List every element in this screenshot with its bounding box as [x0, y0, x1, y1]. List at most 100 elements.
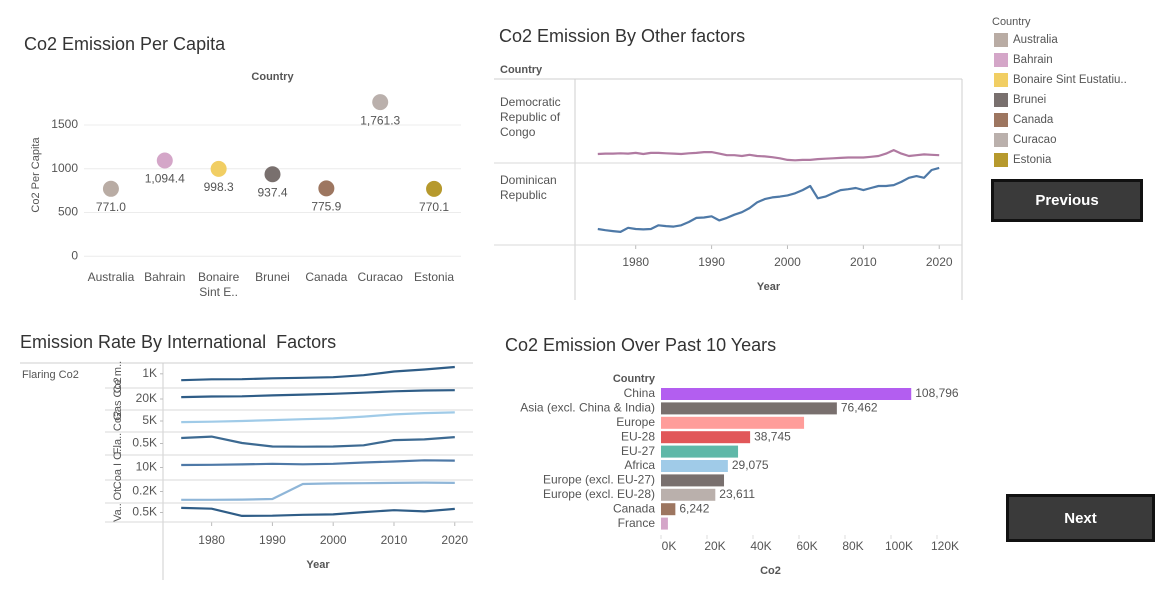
row-label: Fla..	[112, 433, 124, 454]
row-label: Gas Co2	[112, 377, 124, 420]
x-tick-label: 120K	[931, 539, 959, 553]
value-label: 937.4	[257, 185, 287, 199]
legend-label: Bonaire Sint Eustatiu..	[1013, 74, 1127, 86]
x-tick-label: Australia	[87, 270, 135, 284]
legend-title: Country	[992, 16, 1031, 28]
x-axis-title: Co2	[760, 565, 781, 577]
line	[181, 389, 455, 399]
x-tick-label: 2010	[381, 533, 408, 547]
value-label: 38,745	[754, 429, 791, 443]
x-tick-label: 80K	[842, 539, 863, 553]
legend-label: Estonia	[1013, 154, 1052, 166]
x-tick-label: Bonaire Sint E..	[197, 270, 240, 299]
y-axis-title: Co2 Per Capita	[30, 137, 42, 213]
bar	[661, 445, 739, 458]
category-label: Europe	[616, 415, 655, 429]
bar	[661, 402, 837, 415]
category-label: Asia (excl. China & India)	[520, 401, 655, 415]
line	[181, 481, 455, 501]
value-label: 770.1	[419, 200, 449, 214]
y-tick-label: 5K	[142, 413, 157, 427]
value-label: 771.0	[96, 200, 126, 214]
line	[181, 411, 455, 424]
row-label: Coa I C..	[112, 446, 124, 489]
category-label: EU-28	[621, 429, 655, 443]
dot	[264, 166, 281, 183]
category-label: France	[618, 516, 656, 530]
value-label: 6,242	[679, 501, 709, 515]
row-label: Dominican Republic	[500, 173, 557, 202]
line	[181, 459, 455, 467]
bar	[661, 388, 912, 400]
x-tick-label: 60K	[796, 539, 817, 553]
value-label: 76,462	[841, 401, 878, 415]
legend-label: Canada	[1013, 114, 1054, 126]
value-label: 775.9	[311, 200, 341, 214]
row-label: Democratic Republic of Congo	[500, 95, 561, 139]
bar	[661, 474, 725, 487]
line	[181, 506, 455, 517]
value-label: 1,094.4	[145, 172, 185, 186]
x-tick-label: 2010	[850, 255, 877, 269]
legend-label: Australia	[1013, 34, 1058, 46]
previous-button[interactable]: Previous	[991, 179, 1143, 222]
legend-swatch	[994, 73, 1008, 87]
chart-title: Co2 Emission Per Capita	[24, 34, 226, 54]
y-tick-label: 0.5K	[132, 436, 157, 450]
y-tick-label: 0.5K	[132, 505, 157, 519]
y-tick-label: 0	[71, 248, 78, 262]
value-label: 108,796	[915, 386, 959, 400]
legend-swatch	[994, 93, 1008, 107]
dot	[426, 180, 443, 197]
bar	[661, 517, 668, 530]
value-label: 1,761.3	[360, 113, 400, 127]
x-tick-label: 0K	[662, 539, 677, 553]
x-tick-label: Canada	[305, 270, 348, 284]
y-tick-label: 0.2K	[132, 484, 157, 498]
x-tick-label: 2020	[926, 255, 953, 269]
chart-title: Co2 Emission Over Past 10 Years	[505, 335, 776, 355]
x-tick-label: 2000	[320, 533, 347, 547]
line	[181, 365, 455, 382]
dot	[210, 160, 227, 177]
row-label: Va..	[112, 503, 124, 522]
dot	[318, 180, 335, 197]
x-tick-label: Estonia	[414, 270, 455, 284]
y-tick-label: 20K	[136, 391, 157, 405]
chart-title: Emission Rate By International Factors	[20, 332, 336, 352]
bar	[661, 503, 676, 516]
line	[597, 166, 940, 233]
row-label: Co2	[112, 411, 124, 431]
bar	[661, 460, 728, 472]
legend-label: Curacao	[1013, 134, 1056, 146]
y-tick-label: 1500	[51, 117, 78, 131]
x-tick-label: 2000	[774, 255, 801, 269]
x-axis-title: Year	[306, 559, 330, 571]
legend-label: Brunei	[1013, 94, 1046, 106]
legend-swatch	[994, 133, 1008, 147]
x-tick-label: 2020	[441, 533, 468, 547]
y-tick-label: 1000	[51, 161, 78, 175]
category-label: EU-27	[621, 444, 655, 458]
category-label: Africa	[624, 458, 655, 472]
row-label: Ot..	[112, 483, 124, 501]
legend-swatch	[994, 53, 1008, 67]
column-header: Country	[613, 373, 656, 385]
value-label: 29,075	[732, 458, 769, 472]
x-tick-label: 1990	[259, 533, 286, 547]
category-label: Canada	[613, 501, 655, 515]
value-label: 998.3	[204, 180, 234, 194]
bar	[661, 431, 751, 444]
dot	[102, 180, 119, 197]
y-tick-label: 10K	[136, 460, 157, 474]
legend-swatch	[994, 113, 1008, 127]
x-tick-label: 40K	[750, 539, 771, 553]
dot	[156, 152, 173, 169]
category-label: Europe (excl. EU-27)	[543, 473, 655, 487]
next-button[interactable]: Next	[1006, 494, 1155, 542]
x-tick-label: Bahrain	[144, 270, 186, 284]
category-label: Europe (excl. EU-28)	[543, 487, 655, 501]
row-header: Country	[500, 64, 543, 76]
